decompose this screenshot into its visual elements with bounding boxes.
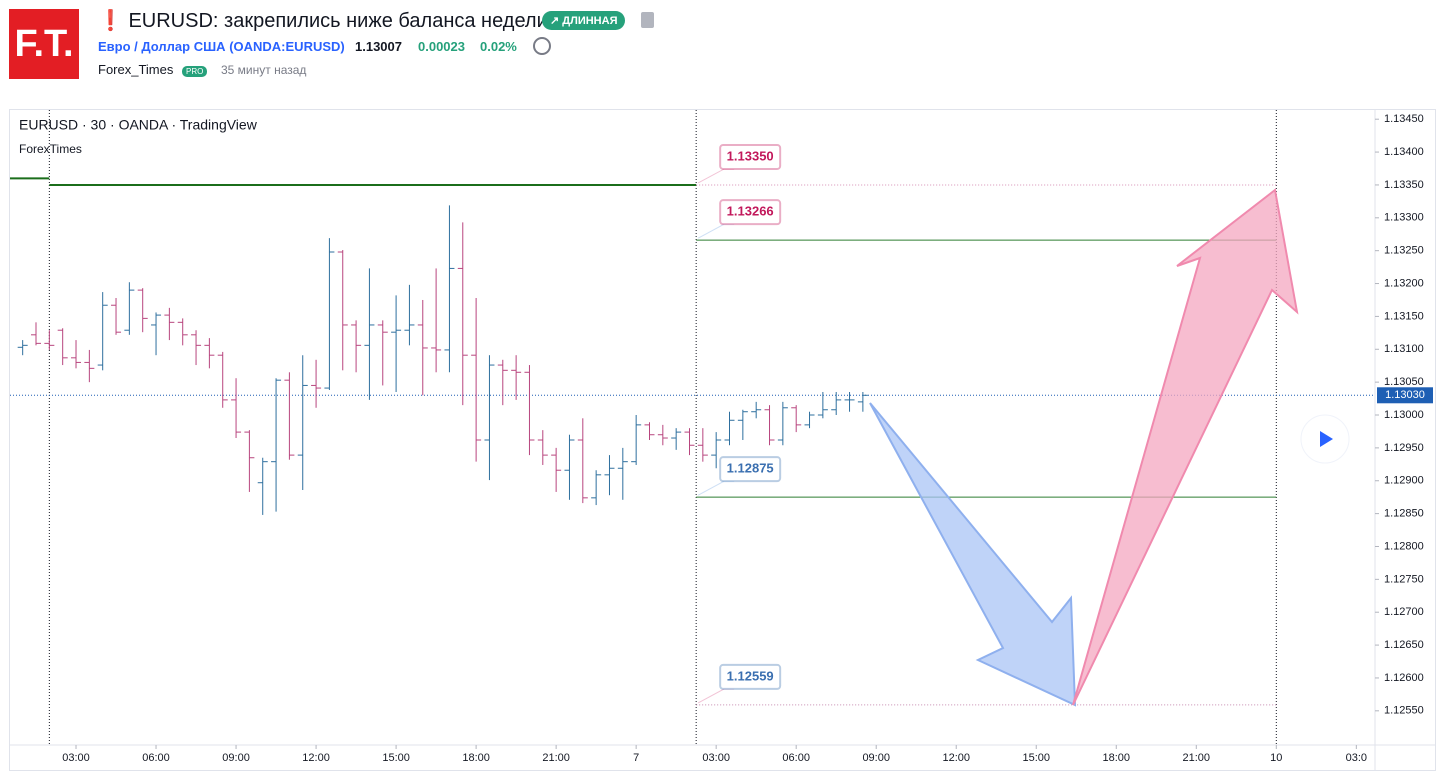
last-price-tag (1377, 387, 1433, 404)
level-callout (697, 168, 735, 184)
y-tick-label: 1.12600 (1384, 672, 1424, 684)
x-tick-label: 18:00 (1103, 752, 1131, 764)
x-tick-label: 03:0 (1346, 752, 1367, 764)
x-tick-label: 15:00 (382, 752, 410, 764)
y-tick-label: 1.13400 (1384, 146, 1424, 158)
logo[interactable]: F.T. (9, 9, 79, 79)
y-tick-label: 1.13350 (1384, 179, 1424, 191)
level-callout (697, 223, 735, 239)
author[interactable]: Forex_Times (98, 62, 174, 77)
x-tick-label: 09:00 (222, 752, 250, 764)
y-tick-label: 1.13450 (1384, 113, 1424, 125)
play-icon[interactable] (1320, 431, 1333, 447)
down-arrow (869, 402, 1077, 707)
up-arrow (1072, 188, 1299, 706)
y-tick-label: 1.12550 (1384, 705, 1424, 717)
x-tick-label: 03:00 (702, 752, 730, 764)
level-callout (697, 688, 735, 704)
chart-subtitle: ForexTimes (19, 142, 82, 156)
level-label: 1.12559 (727, 668, 774, 683)
y-tick-label: 1.12750 (1384, 573, 1424, 585)
pro-badge: PRO (182, 66, 208, 77)
x-tick-label: 12:00 (942, 752, 970, 764)
level-label: 1.13266 (727, 204, 774, 219)
symbol-code[interactable]: (OANDA:EURUSD) (229, 39, 345, 54)
change: 0.00023 (418, 39, 465, 54)
level-label: 1.13350 (727, 148, 774, 163)
y-tick-label: 1.13150 (1384, 310, 1424, 322)
x-tick-label: 21:00 (542, 752, 570, 764)
y-tick-label: 1.13250 (1384, 245, 1424, 257)
level-label: 1.12875 (727, 461, 774, 476)
level-label-box (719, 663, 782, 690)
x-tick-label: 10 (1270, 752, 1282, 764)
x-tick-label: 03:00 (62, 752, 90, 764)
price: 1.13007 (355, 39, 402, 54)
y-tick-label: 1.12950 (1384, 442, 1424, 454)
y-tick-label: 1.13300 (1384, 212, 1424, 224)
idea-title: ❗ EURUSD: закрепились ниже баланса недел… (98, 10, 554, 32)
level-label-box (719, 143, 782, 170)
level-label-box (719, 199, 782, 226)
direction-badge: ↗ ДЛИННАЯ (542, 11, 626, 30)
x-tick-label: 21:00 (1183, 752, 1211, 764)
x-tick-label: 12:00 (302, 752, 330, 764)
level-label-box (719, 456, 782, 483)
time-ago: 35 минут назад (221, 63, 307, 77)
y-tick-label: 1.13000 (1384, 409, 1424, 421)
x-tick-label: 18:00 (462, 752, 490, 764)
y-tick-label: 1.13050 (1384, 376, 1424, 388)
x-tick-label: 7 (633, 752, 639, 764)
y-tick-label: 1.13100 (1384, 343, 1424, 355)
y-tick-label: 1.12700 (1384, 606, 1424, 618)
y-tick-label: 1.12650 (1384, 639, 1424, 651)
y-tick-label: 1.12850 (1384, 508, 1424, 520)
x-tick-label: 06:00 (782, 752, 810, 764)
alert-icon[interactable] (533, 37, 551, 55)
x-tick-label: 15:00 (1022, 752, 1050, 764)
y-tick-label: 1.13200 (1384, 277, 1424, 289)
x-tick-label: 09:00 (862, 752, 890, 764)
level-callout (697, 480, 735, 496)
change-pct: 0.02% (480, 39, 517, 54)
lock-icon (641, 12, 654, 28)
chart-title: EURUSD · 30 · OANDA · TradingView (19, 117, 258, 133)
x-tick-label: 06:00 (142, 752, 170, 764)
symbol-link[interactable]: Евро / Доллар США (OANDA:EURUSD) (98, 39, 345, 54)
symbol-name[interactable]: Евро / Доллар США (98, 39, 226, 54)
last-price-label: 1.13030 (1385, 389, 1425, 401)
y-tick-label: 1.12800 (1384, 540, 1424, 552)
chart-frame (9, 109, 1436, 771)
y-tick-label: 1.12900 (1384, 475, 1424, 487)
